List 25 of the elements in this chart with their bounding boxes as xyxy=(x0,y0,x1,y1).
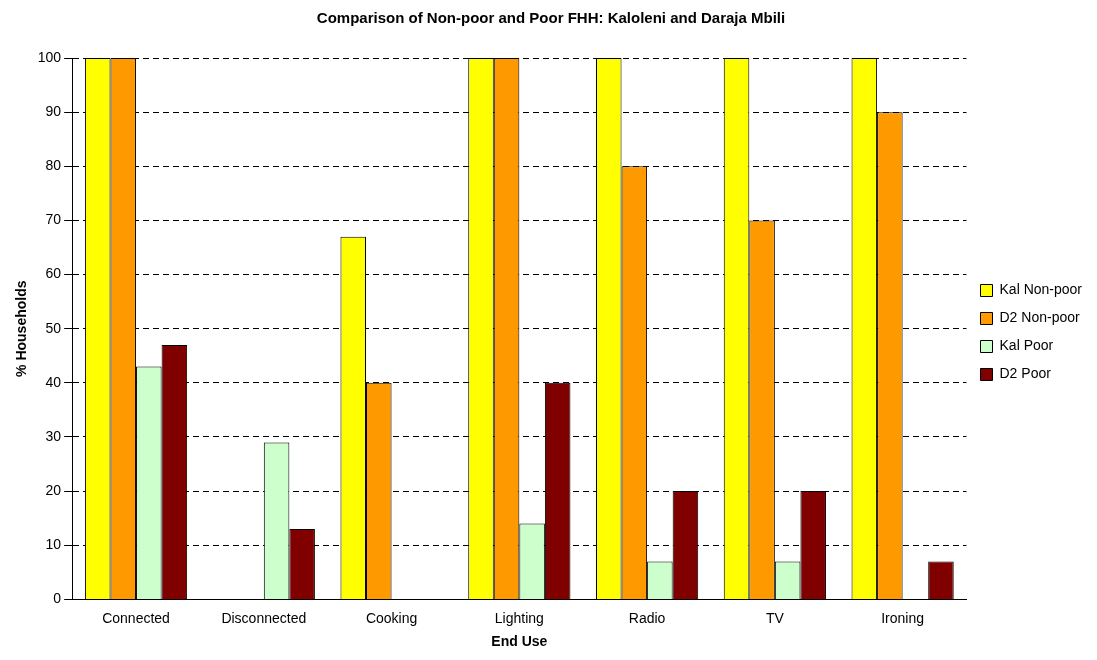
y-tick-label: 20 xyxy=(45,481,62,498)
y-tick-label: 10 xyxy=(45,536,62,553)
x-axis-title: End Use xyxy=(491,633,548,650)
x-tick-label: Ironing xyxy=(881,609,925,626)
x-tick-label: TV xyxy=(765,609,785,626)
y-tick-label: 40 xyxy=(45,373,62,390)
x-tick-label: Lighting xyxy=(494,609,544,626)
y-tick-label: 50 xyxy=(45,319,62,336)
chart-title: Comparison of Non-poor and Poor FHH: Kaloleni and Daraja Mbili xyxy=(316,9,786,27)
legend-label: D2 Poor xyxy=(999,365,1052,382)
x-tick-label: Cooking xyxy=(365,609,418,626)
y-tick-label: 90 xyxy=(45,103,62,119)
legend-label: Kal Poor xyxy=(999,337,1054,354)
y-tick-label: 70 xyxy=(45,211,62,228)
x-tick-label: Disconnected xyxy=(221,609,307,626)
y-tick-label: 100 xyxy=(37,48,62,65)
y-tick-label: 60 xyxy=(45,265,62,282)
legend-label: D2 Non-poor xyxy=(999,309,1080,326)
y-tick-label: 30 xyxy=(45,427,62,444)
x-tick-label: Radio xyxy=(628,609,666,626)
y-tick-label: 0 xyxy=(53,590,62,607)
y-axis-title: % Households xyxy=(13,280,30,377)
x-tick-label: Connected xyxy=(102,609,170,626)
legend-label: Kal Non-poor xyxy=(999,281,1083,298)
y-tick-label: 80 xyxy=(45,157,62,174)
